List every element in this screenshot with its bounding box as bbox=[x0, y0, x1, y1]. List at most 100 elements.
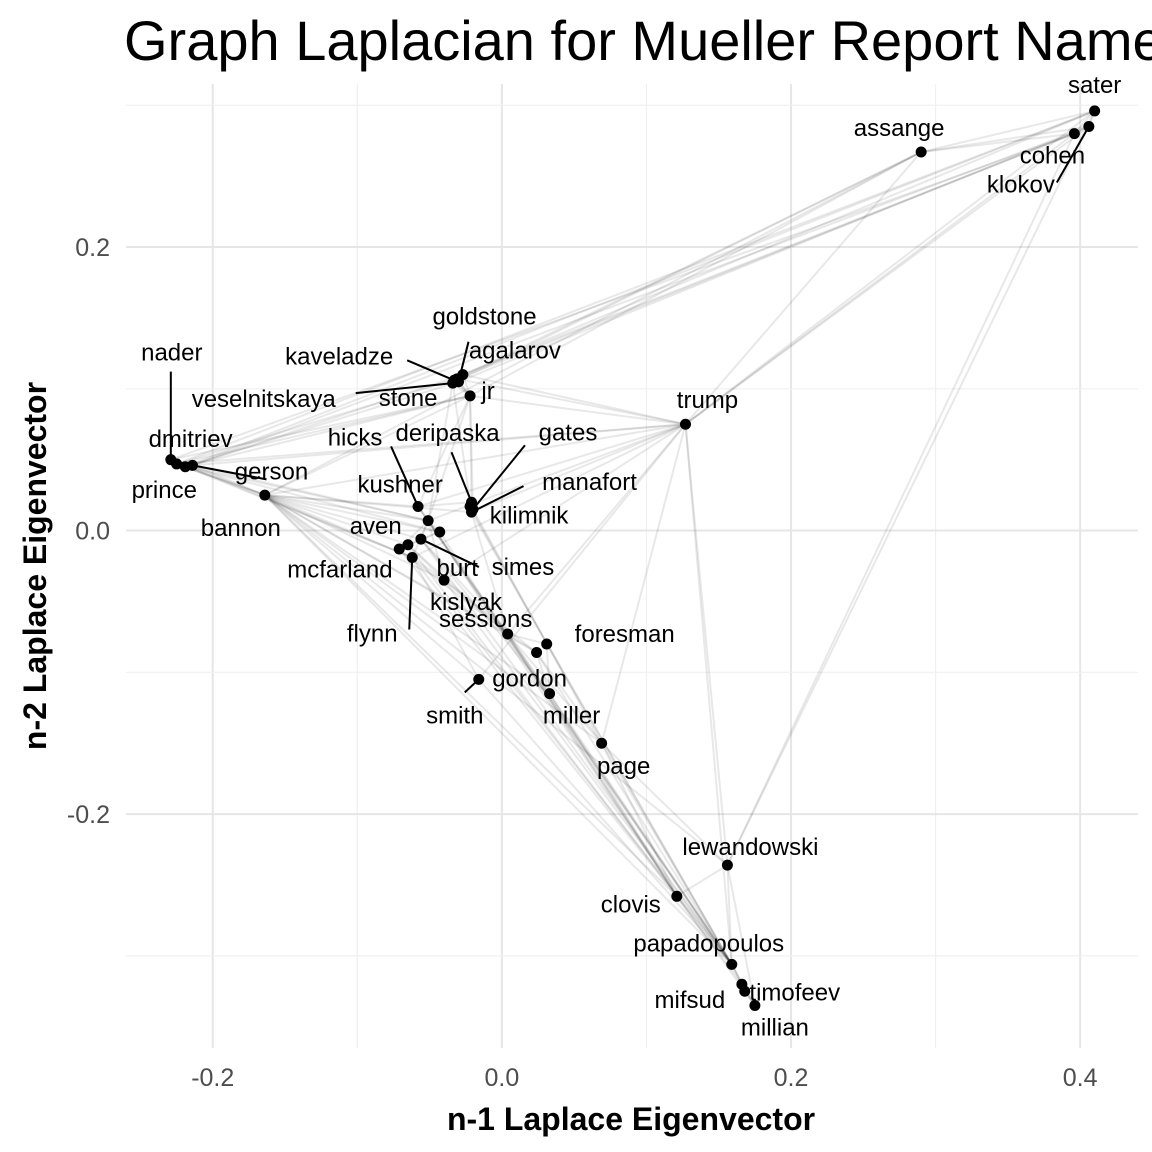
label-timofeev: timofeev bbox=[749, 979, 840, 1006]
edge-gerson-kushner bbox=[192, 464, 429, 522]
label-stone: stone bbox=[379, 385, 438, 412]
leader-deripaska bbox=[450, 451, 473, 503]
edge-trump-jr bbox=[469, 394, 686, 426]
edge-clovis-papadopoulos bbox=[676, 895, 733, 965]
edge-cohen-agalarov bbox=[462, 132, 1075, 376]
edge-bannon-miller bbox=[264, 494, 551, 695]
x-tick-label: 0.0 bbox=[485, 1064, 520, 1092]
edge-dmitriev-aven bbox=[176, 462, 440, 533]
edge-clovis-lewandowski bbox=[676, 864, 728, 898]
node-timofeev bbox=[739, 985, 751, 997]
edge-trump-kislyak bbox=[443, 423, 687, 582]
edge-bannon-lewandowski bbox=[264, 494, 729, 866]
edge-sessions-clovis bbox=[506, 633, 678, 897]
edge-kislyak-gordon bbox=[443, 579, 538, 654]
node-aven bbox=[434, 526, 446, 538]
label-aven: aven bbox=[350, 513, 402, 540]
edge-bannon-page bbox=[264, 494, 603, 745]
edge-page-papadopoulos bbox=[600, 742, 733, 965]
label-sater: sater bbox=[1068, 72, 1121, 99]
edge-assange-klokov bbox=[920, 125, 1089, 154]
edge-trump-agalarov bbox=[462, 373, 686, 426]
edge-miller-clovis bbox=[548, 693, 678, 897]
node-jr bbox=[464, 390, 476, 402]
edge-sater-dmitriev bbox=[176, 110, 1095, 465]
node-millian bbox=[749, 999, 761, 1011]
label-flynn: flynn bbox=[347, 620, 398, 647]
edge-mcfarland-clovis bbox=[407, 544, 678, 897]
edge-gordon-papadopoulos bbox=[535, 651, 733, 965]
edge-bannon-mcfarland bbox=[264, 494, 409, 546]
edge-mcfarland-sessions bbox=[407, 543, 509, 635]
edge-trump-bannon bbox=[264, 423, 686, 497]
edge-trump-stone bbox=[456, 377, 686, 426]
edge-hicks-sessions bbox=[417, 505, 509, 635]
node-foresman bbox=[541, 638, 553, 650]
edge-gordon-miller bbox=[535, 652, 551, 694]
edge-assange-trump bbox=[684, 151, 922, 425]
edge-page-clovis bbox=[600, 742, 678, 897]
label-gordon: gordon bbox=[492, 665, 567, 692]
edge-sater-agalarov bbox=[462, 110, 1096, 376]
edge-burt-sessions bbox=[398, 548, 509, 635]
edge-kilimnik-foresman bbox=[469, 505, 548, 645]
node-clovis bbox=[671, 890, 683, 902]
edge-aven-clovis bbox=[438, 531, 678, 897]
edge-prince-flynn bbox=[184, 465, 413, 559]
label-cohen: cohen bbox=[1020, 143, 1085, 170]
leader-gerson bbox=[192, 464, 267, 481]
edge-hicks-deripaska bbox=[417, 501, 472, 508]
leader-klokov bbox=[1055, 126, 1090, 184]
label-mcfarland: mcfarland bbox=[287, 557, 392, 584]
node-kislyak bbox=[438, 574, 450, 586]
edge-bannon-kushner bbox=[264, 494, 429, 522]
edge-trump-smith bbox=[477, 423, 687, 681]
edge-gordon-page bbox=[535, 651, 603, 744]
edge-bannon-kislyak bbox=[264, 494, 445, 582]
leader-gates bbox=[472, 444, 526, 510]
edge-kushner-clovis bbox=[427, 520, 678, 897]
edge-gerson-bannon bbox=[192, 464, 266, 497]
leader-kaveladze bbox=[406, 359, 455, 382]
label-veselnitskaya: veselnitskaya bbox=[192, 386, 337, 413]
label-kaveladze: kaveladze bbox=[285, 343, 393, 370]
label-mifsud: mifsud bbox=[655, 987, 726, 1014]
nodes-layer bbox=[165, 105, 1101, 1011]
edge-sessions-miller bbox=[506, 633, 551, 695]
leader-flynn bbox=[408, 557, 414, 630]
y-tick-label: -0.2 bbox=[67, 801, 110, 829]
edge-klokov-trump bbox=[684, 125, 1090, 426]
node-klokov bbox=[1083, 121, 1095, 133]
edge-flynn-kislyak bbox=[411, 556, 445, 581]
node-trump bbox=[679, 418, 691, 430]
edge-kislyak-sessions bbox=[443, 579, 509, 635]
edge-sessions-foresman bbox=[507, 633, 547, 645]
edge-klokov-gerson bbox=[192, 125, 1090, 467]
edge-trump-page bbox=[600, 423, 687, 744]
leader-manafort bbox=[471, 485, 524, 514]
edge-dmitriev-kushner bbox=[176, 462, 429, 522]
label-simes: simes bbox=[492, 554, 555, 581]
label-papadopoulos: papadopoulos bbox=[633, 930, 784, 957]
edge-manafort-sessions bbox=[470, 511, 509, 635]
edge-burt-clovis bbox=[398, 548, 678, 897]
label-kushner: kushner bbox=[357, 472, 442, 499]
edge-jr-bannon bbox=[264, 394, 471, 497]
edge-smith-papadopoulos bbox=[478, 678, 733, 966]
edge-dmitriev-stone bbox=[176, 377, 458, 465]
node-gordon bbox=[531, 646, 543, 658]
node-miller bbox=[544, 688, 556, 700]
edge-jr-nader bbox=[170, 394, 471, 461]
node-lewandowski bbox=[721, 859, 733, 871]
label-millian: millian bbox=[741, 1014, 809, 1041]
edge-jr-hicks bbox=[417, 395, 471, 507]
edge-assange-veselnitskaya bbox=[452, 151, 922, 385]
node-stone bbox=[451, 373, 463, 385]
label-klokov: klokov bbox=[987, 172, 1055, 199]
label-leader-lines bbox=[169, 126, 1090, 694]
edge-lewandowski-millian bbox=[726, 864, 756, 1006]
edge-sessions-gordon bbox=[507, 633, 538, 654]
edge-bannon-manafort bbox=[264, 494, 472, 514]
edge-jr-manafort bbox=[469, 395, 473, 513]
